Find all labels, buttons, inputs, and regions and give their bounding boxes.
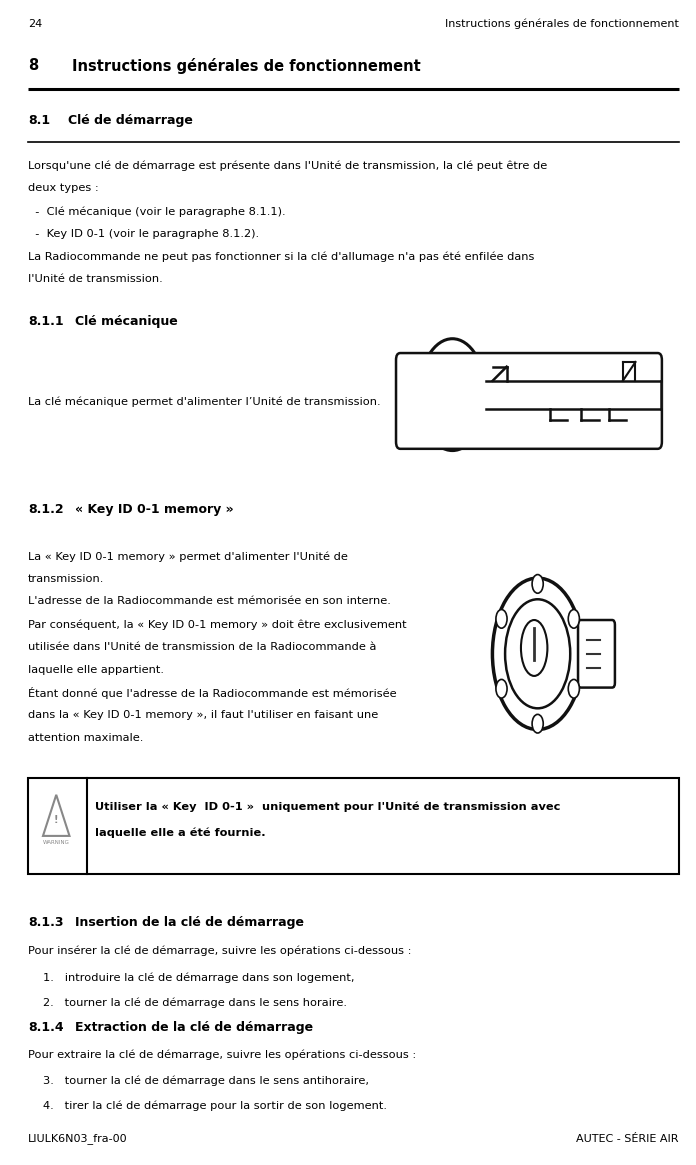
Circle shape bbox=[492, 578, 583, 729]
Text: 24: 24 bbox=[28, 19, 42, 29]
Text: AUTEC - SÉRIE AIR: AUTEC - SÉRIE AIR bbox=[576, 1134, 679, 1144]
Text: Insertion de la clé de démarrage: Insertion de la clé de démarrage bbox=[75, 916, 304, 929]
Text: L'adresse de la Radiocommande est mémorisée en son interne.: L'adresse de la Radiocommande est mémori… bbox=[28, 596, 390, 607]
Text: l'Unité de transmission.: l'Unité de transmission. bbox=[28, 275, 163, 284]
Text: !: ! bbox=[54, 816, 58, 825]
Text: laquelle elle a été fournie.: laquelle elle a été fournie. bbox=[95, 827, 266, 838]
Text: deux types :: deux types : bbox=[28, 183, 99, 193]
FancyBboxPatch shape bbox=[396, 353, 662, 449]
Circle shape bbox=[568, 609, 579, 628]
Text: La clé mécanique permet d'alimenter l’Unité de transmission.: La clé mécanique permet d'alimenter l’Un… bbox=[28, 396, 381, 407]
Text: 3.   tourner la clé de démarrage dans le sens antihoraire,: 3. tourner la clé de démarrage dans le s… bbox=[43, 1076, 369, 1087]
Text: Pour extraire la clé de démarrage, suivre les opérations ci-dessous :: Pour extraire la clé de démarrage, suivr… bbox=[28, 1050, 416, 1060]
Polygon shape bbox=[43, 795, 70, 836]
Text: -  Key ID 0-1 (voir le paragraphe 8.1.2).: - Key ID 0-1 (voir le paragraphe 8.1.2). bbox=[28, 228, 259, 239]
Text: Instructions générales de fonctionnement: Instructions générales de fonctionnement bbox=[72, 58, 420, 75]
FancyBboxPatch shape bbox=[28, 778, 679, 874]
Text: 8.1.4: 8.1.4 bbox=[28, 1021, 63, 1033]
Ellipse shape bbox=[521, 620, 547, 676]
Text: 2.   tourner la clé de démarrage dans le sens horaire.: 2. tourner la clé de démarrage dans le s… bbox=[43, 997, 347, 1008]
Text: laquelle elle appartient.: laquelle elle appartient. bbox=[28, 664, 164, 675]
Text: Étant donné que l'adresse de la Radiocommande est mémorisée: Étant donné que l'adresse de la Radiocom… bbox=[28, 687, 397, 699]
Circle shape bbox=[532, 574, 543, 593]
Text: LIULK6N03_fra-00: LIULK6N03_fra-00 bbox=[28, 1134, 127, 1144]
Text: Instructions générales de fonctionnement: Instructions générales de fonctionnement bbox=[445, 19, 679, 29]
Text: Par conséquent, la « Key ID 0-1 memory » doit être exclusivement: Par conséquent, la « Key ID 0-1 memory »… bbox=[28, 620, 406, 630]
Text: 4.   tirer la clé de démarrage pour la sortir de son logement.: 4. tirer la clé de démarrage pour la sor… bbox=[43, 1101, 387, 1111]
Circle shape bbox=[496, 609, 507, 628]
Text: Clé de démarrage: Clé de démarrage bbox=[68, 114, 193, 127]
Circle shape bbox=[437, 369, 468, 421]
Text: dans la « Key ID 0-1 memory », il faut l'utiliser en faisant une: dans la « Key ID 0-1 memory », il faut l… bbox=[28, 709, 378, 720]
Text: 8.1.2: 8.1.2 bbox=[28, 503, 63, 516]
Text: 8.1.3: 8.1.3 bbox=[28, 916, 63, 929]
Text: 1.   introduire la clé de démarrage dans son logement,: 1. introduire la clé de démarrage dans s… bbox=[43, 972, 355, 983]
Text: La Radiocommande ne peut pas fonctionner si la clé d'allumage n'a pas été enfilé: La Radiocommande ne peut pas fonctionner… bbox=[28, 252, 535, 262]
Text: Extraction de la clé de démarrage: Extraction de la clé de démarrage bbox=[75, 1021, 313, 1033]
Text: La « Key ID 0-1 memory » permet d'alimenter l'Unité de: La « Key ID 0-1 memory » permet d'alimen… bbox=[28, 551, 348, 562]
Text: utilisée dans l'Unité de transmission de la Radiocommande à: utilisée dans l'Unité de transmission de… bbox=[28, 642, 377, 652]
Text: « Key ID 0-1 memory »: « Key ID 0-1 memory » bbox=[75, 503, 234, 516]
Text: Lorsqu'une clé de démarrage est présente dans l'Unité de transmission, la clé pe: Lorsqu'une clé de démarrage est présente… bbox=[28, 161, 547, 171]
Text: Utiliser la « Key  ID 0-1 »  uniquement pour l'Unité de transmission avec: Utiliser la « Key ID 0-1 » uniquement po… bbox=[95, 802, 561, 812]
Text: Pour insérer la clé de démarrage, suivre les opérations ci-dessous :: Pour insérer la clé de démarrage, suivre… bbox=[28, 946, 411, 956]
Circle shape bbox=[419, 339, 486, 451]
Text: Clé mécanique: Clé mécanique bbox=[75, 315, 178, 327]
Text: attention maximale.: attention maximale. bbox=[28, 733, 143, 743]
Circle shape bbox=[496, 679, 507, 698]
Text: WARNING: WARNING bbox=[42, 840, 70, 846]
Text: 8: 8 bbox=[28, 58, 38, 73]
Circle shape bbox=[505, 599, 570, 708]
Text: -  Clé mécanique (voir le paragraphe 8.1.1).: - Clé mécanique (voir le paragraphe 8.1.… bbox=[28, 206, 285, 217]
Circle shape bbox=[568, 679, 579, 698]
Text: 8.1.1: 8.1.1 bbox=[28, 315, 63, 327]
Text: transmission.: transmission. bbox=[28, 573, 104, 584]
Text: 8.1: 8.1 bbox=[28, 114, 50, 127]
FancyBboxPatch shape bbox=[578, 620, 615, 687]
Circle shape bbox=[532, 714, 543, 733]
